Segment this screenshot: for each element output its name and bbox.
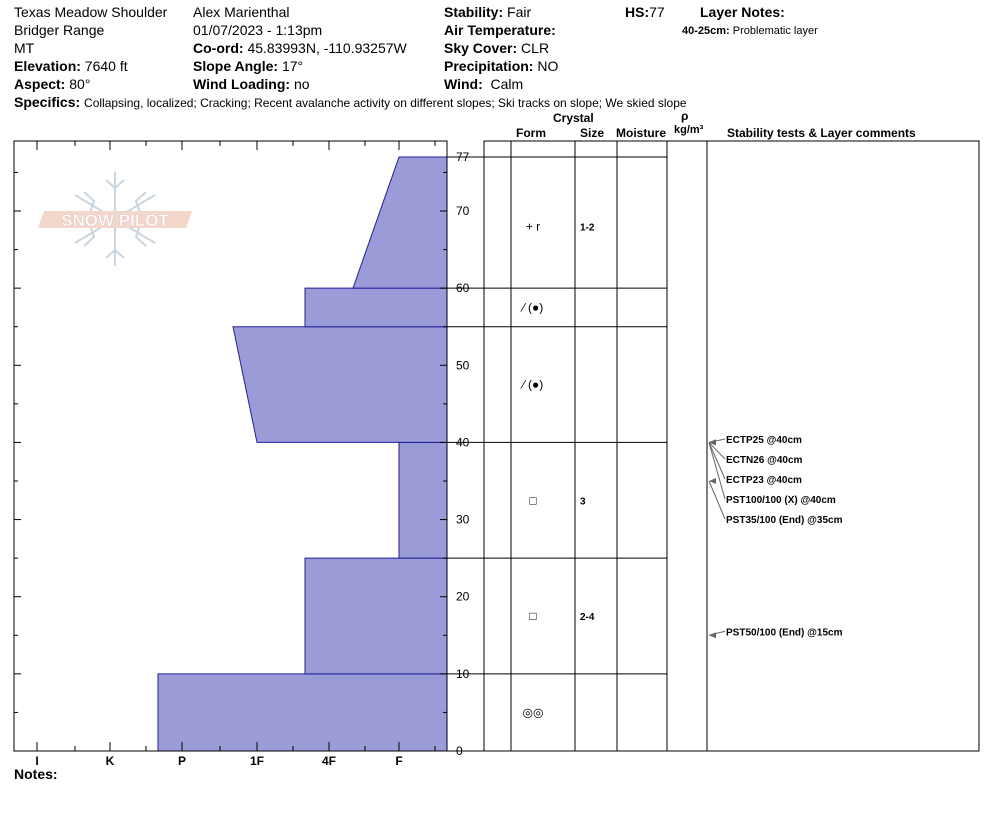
sky-label: Sky Cover:	[444, 40, 518, 56]
grain-form-3: □	[529, 493, 536, 507]
air-temperature: Air Temperature:	[444, 22, 556, 39]
hs-value: 77	[649, 4, 665, 20]
hardness-layer-4	[304, 287, 448, 328]
coord-label: Co-ord:	[193, 40, 244, 56]
hs: HS:77	[625, 4, 665, 21]
range: Bridger Range	[14, 22, 105, 38]
x-tick-label: F	[395, 754, 402, 768]
arrowhead-icon	[709, 439, 716, 446]
hardness-layer-1	[304, 557, 448, 675]
stability-label: Stability:	[444, 4, 504, 20]
y-tick-label: 20	[456, 590, 470, 604]
arrowhead-icon	[709, 478, 716, 484]
aspect-value: 80°	[69, 76, 91, 92]
grain-form-1: ⁄ (●)	[520, 300, 544, 314]
hardness-layer-5	[352, 156, 448, 289]
y-tick-label: 70	[456, 204, 470, 218]
layer-notes-label: Layer Notes:	[700, 4, 785, 20]
crystal-header: Crystal	[553, 111, 594, 125]
wind: Wind: Calm	[444, 76, 523, 93]
grain-size-3: 3	[580, 496, 586, 507]
stability-test-arrow-1	[708, 442, 726, 460]
y-tick-label: 30	[456, 513, 470, 527]
grain-size-0: 1-2	[580, 222, 595, 233]
stability-test-3: PST100/100 (X) @40cm	[726, 495, 836, 506]
layer-table: + r 1-2 ⁄ (●) ⁄ (●) □ 3 □ 2-4 ◎◎ ECTP25 @40cm ECTN…	[447, 140, 980, 752]
arrowhead-icon	[709, 632, 716, 639]
size-header: Size	[580, 126, 605, 140]
stability-test-0: ECTP25 @40cm	[726, 435, 802, 446]
layer-note: 40-25cm: Problematic layer	[682, 23, 818, 40]
slope-angle: Slope Angle: 17°	[193, 58, 303, 75]
stability: Stability: Fair	[444, 4, 531, 21]
wind-loading-label: Wind Loading:	[193, 76, 291, 92]
wind-label: Wind:	[444, 76, 483, 92]
snowpilot-logo: SNOW PILOT	[38, 172, 192, 266]
layer-note-range: 40-25cm:	[682, 25, 730, 37]
form-header: Form	[516, 126, 546, 140]
hardness-layer-3	[232, 326, 448, 443]
grain-form-5: ◎◎	[523, 705, 544, 719]
wind-value: Calm	[490, 76, 524, 92]
coord-value: 45.83993N, -110.93257W	[247, 40, 407, 56]
elevation: Elevation: 7640 ft	[14, 58, 128, 75]
layer-table-border	[483, 140, 980, 752]
layer-note-text: Problematic layer	[732, 25, 818, 37]
grain-form-4: □	[529, 609, 536, 623]
wind-loading-value: no	[293, 76, 310, 92]
chart-border	[13, 140, 448, 752]
precipitation: Precipitation: NO	[444, 58, 558, 75]
notes-label: Notes:	[14, 766, 58, 782]
precip-label: Precipitation:	[444, 58, 534, 74]
specifics: Specifics: Collapsing, localized; Cracki…	[14, 94, 687, 112]
grain-form-2: ⁄ (●)	[520, 378, 544, 392]
y-tick-label: 50	[456, 358, 470, 372]
hardness-profile	[157, 156, 448, 752]
stability-test-arrow-3	[708, 442, 726, 500]
stability-test-arrow-4	[708, 480, 726, 520]
hardness-layer-0	[157, 673, 448, 752]
slope-label: Slope Angle:	[193, 58, 279, 74]
stability-test-1: ECTN26 @40cm	[726, 455, 803, 466]
rho-header: ρ	[681, 109, 689, 123]
datetime: 01/07/2023 - 1:13pm	[193, 22, 323, 38]
hardness-layer-2	[398, 441, 448, 559]
location: Texas Meadow Shoulder	[14, 4, 168, 20]
hs-label: HS:	[625, 4, 650, 20]
observer: Alex Marienthal	[193, 4, 290, 20]
sky-cover: Sky Cover: CLR	[444, 40, 549, 57]
coordinates: Co-ord: 45.83993N, -110.93257W	[193, 40, 407, 57]
x-tick-label: 1F	[250, 754, 264, 768]
specifics-value: Collapsing, localized; Cracking; Recent …	[84, 96, 687, 110]
x-tick-label: I	[35, 754, 38, 768]
stability-value: Fair	[507, 4, 532, 20]
air-temp-label: Air Temperature:	[444, 22, 556, 38]
density-unit-header: kg/m³	[674, 124, 704, 136]
stability-test-5: PST50/100 (End) @15cm	[726, 627, 843, 638]
x-tick-label: K	[106, 754, 115, 768]
stability-test-arrow-2	[708, 442, 726, 480]
x-tick-label: P	[178, 754, 186, 768]
grain-form-0: + r	[526, 219, 540, 233]
x-tick-label: 4F	[322, 754, 336, 768]
stability-test-4: PST35/100 (End) @35cm	[726, 515, 843, 526]
specifics-label: Specifics:	[14, 94, 81, 110]
aspect: Aspect: 80°	[14, 76, 90, 93]
slope-value: 17°	[281, 58, 304, 74]
state: MT	[14, 40, 35, 56]
elevation-value: 7640 ft	[84, 58, 128, 74]
stability-tests-header: Stability tests & Layer comments	[727, 126, 916, 140]
precip-value: NO	[537, 58, 559, 74]
elevation-label: Elevation:	[14, 58, 81, 74]
sky-value: CLR	[521, 40, 550, 56]
stability-test-2: ECTP23 @40cm	[726, 475, 802, 486]
logo-text: SNOW PILOT	[61, 211, 169, 230]
aspect-label: Aspect:	[14, 76, 66, 92]
grain-size-4: 2-4	[580, 612, 595, 623]
wind-loading: Wind Loading: no	[193, 76, 310, 93]
moisture-header: Moisture	[616, 126, 667, 140]
